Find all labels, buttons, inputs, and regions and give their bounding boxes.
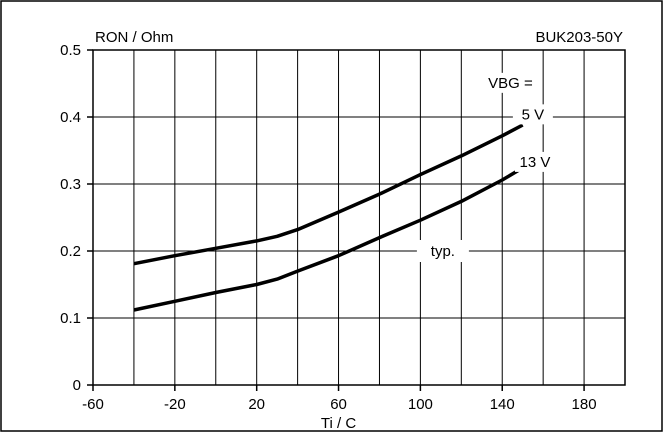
legend-title: VBG = [488,75,533,92]
x-tick-labels: -60 -20 20 60 100 140 180 [82,385,597,413]
grid [93,50,625,385]
y-tick-label: 0.5 [60,42,81,59]
annotation-typ: typ. [431,243,455,260]
y-tick-label: 0.4 [60,109,81,126]
x-tick-label: 60 [330,396,347,413]
series-lines [133,123,524,312]
x-tick-label: -20 [164,396,186,413]
x-tick-label: -60 [82,396,104,413]
x-axis-label: Ti / C [321,415,356,432]
series-label: 13 V [519,154,550,171]
x-tick-label: 20 [248,396,265,413]
series-label: 5 V [522,106,545,123]
plot-area-border [92,49,626,386]
y-tick-label: 0 [73,377,81,394]
annotation-background [416,240,469,262]
y-tick-label: 0.3 [60,176,81,193]
y-axis-label: RON / Ohm [95,29,173,46]
y-tick-labels: 0 0.1 0.2 0.3 0.4 0.5 [60,42,93,394]
y-tick-label: 0.1 [60,310,81,327]
series-label-background [512,104,553,125]
y-tick-label: 0.2 [60,243,81,260]
x-tick-label: 180 [572,396,597,413]
series-line [133,123,524,266]
x-tick-label: 140 [490,396,515,413]
series-label-background [514,151,555,172]
x-tick-label: 100 [408,396,433,413]
series-line [133,166,524,312]
legend-title-background [482,72,539,93]
series-labels: 5 V 13 V [512,104,555,172]
part-number-label: BUK203-50Y [535,29,623,46]
